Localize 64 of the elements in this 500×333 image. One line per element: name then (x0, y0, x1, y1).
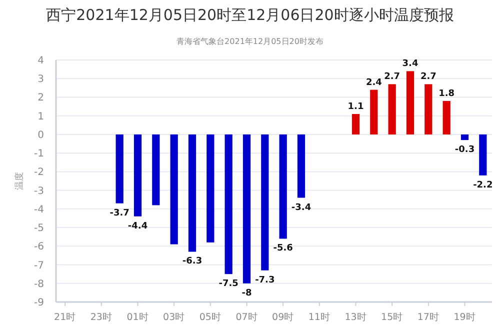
bar (279, 134, 287, 239)
x-tick-label: 09时 (272, 311, 294, 323)
x-tick-label: 05时 (199, 311, 222, 323)
y-tick-label: -4 (34, 204, 44, 216)
x-tick-label: 23时 (90, 311, 112, 323)
data-label: -4.4 (128, 221, 148, 232)
y-tick-label: -6 (34, 242, 44, 253)
data-label: -3.4 (291, 202, 312, 213)
bar (261, 134, 269, 270)
x-tick-label: 11时 (308, 311, 330, 323)
y-tick-label: 3 (38, 74, 44, 86)
chart-title: 西宁2021年12月05日20时至12月06日20时逐小时温度预报 (46, 6, 454, 24)
data-label: -7.5 (218, 279, 238, 290)
y-tick-label: 1 (38, 111, 44, 122)
x-tick-label: 15时 (381, 311, 404, 323)
x-tick-label: 19时 (454, 311, 476, 323)
chart-subtitle: 青海省气象台2021年12月05日20时发布 (176, 37, 324, 46)
data-label: -2.2 (473, 180, 493, 190)
data-label: -7.3 (255, 275, 275, 286)
bar (134, 134, 142, 216)
data-label: -5.6 (273, 244, 293, 254)
data-label: -6.3 (182, 256, 202, 267)
bar (352, 114, 360, 134)
bar (116, 134, 124, 204)
data-label: 3.4 (402, 59, 418, 70)
y-tick-label: -7 (34, 260, 44, 272)
bar (442, 100, 450, 134)
x-tick-label: 01时 (126, 311, 149, 323)
bar (170, 134, 178, 244)
x-tick-label: 07时 (236, 311, 258, 323)
x-tick-label: 17时 (417, 311, 440, 323)
y-tick-label: 2 (38, 92, 44, 104)
bar (152, 134, 160, 206)
bar (406, 71, 414, 134)
y-tick-label: -8 (34, 278, 44, 290)
x-tick-label: 13时 (344, 311, 367, 323)
data-label: -8 (242, 288, 252, 298)
y-tick-label: -3 (34, 186, 44, 197)
bar (242, 134, 251, 284)
data-label: -0.3 (454, 145, 475, 156)
y-tick-label: -5 (34, 223, 44, 234)
bar (297, 134, 306, 198)
data-label: -3.7 (110, 208, 130, 218)
y-axis-title: 温度 (14, 172, 25, 190)
y-tick-label: -2 (34, 167, 44, 178)
bar (188, 134, 196, 252)
y-tick-label: 4 (38, 56, 44, 66)
data-label: 2.4 (366, 78, 382, 88)
bar (479, 134, 487, 176)
data-label: 1.1 (348, 102, 364, 112)
y-tick-label: 0 (38, 130, 44, 141)
bar (224, 134, 232, 274)
x-tick-label: 21时 (54, 311, 76, 323)
bar (370, 90, 378, 134)
data-label: 1.8 (438, 88, 455, 99)
bar (424, 84, 432, 134)
bar (206, 134, 214, 242)
y-tick-label: -9 (34, 298, 44, 308)
x-tick-label: 03时 (163, 311, 186, 323)
bar (388, 84, 396, 134)
bar (460, 134, 469, 140)
y-tick-label: -1 (34, 148, 44, 160)
data-label: 2.7 (384, 72, 400, 82)
data-label: 2.7 (420, 72, 436, 82)
